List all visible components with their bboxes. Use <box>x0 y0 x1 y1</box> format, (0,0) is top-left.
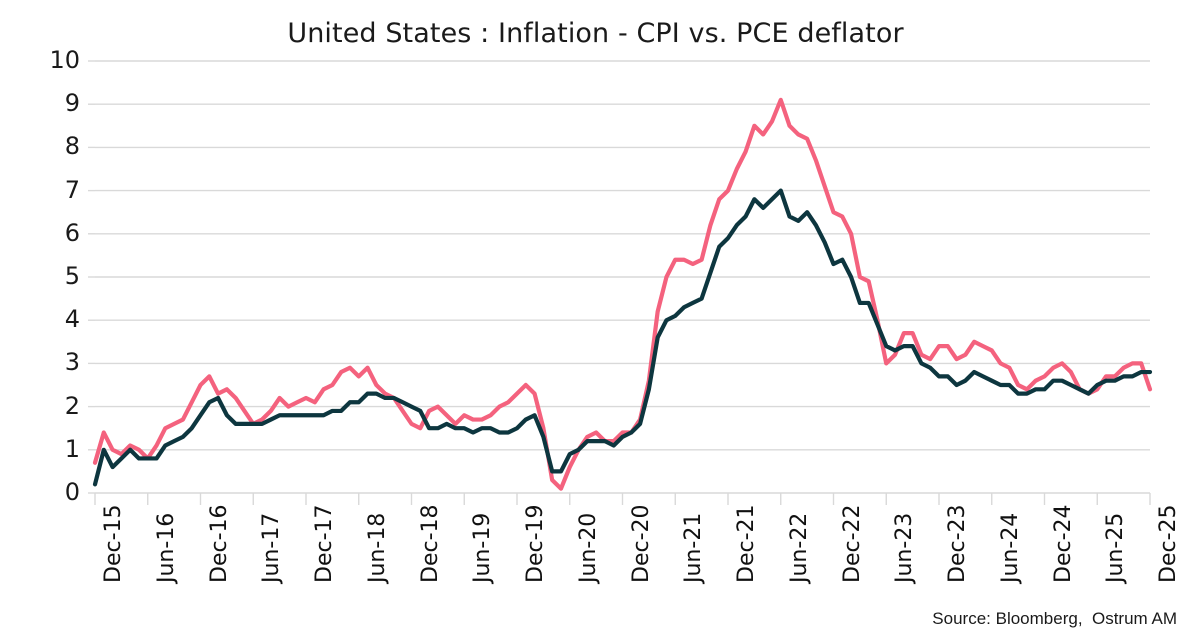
x-tick-label: Dec-19 <box>523 504 548 583</box>
y-tick-label: 3 <box>64 348 80 377</box>
x-tick-label: Jun-16 <box>153 512 179 583</box>
x-tick-label: Dec-21 <box>734 504 759 583</box>
y-tick-label: 8 <box>64 132 80 161</box>
x-tick-label: Jun-24 <box>997 512 1023 583</box>
y-tick-label: 4 <box>64 305 80 334</box>
x-tick-label: Jun-22 <box>786 512 812 583</box>
y-tick-label: 5 <box>64 262 80 290</box>
x-tick-label: Jun-25 <box>1103 512 1129 583</box>
x-tick-label: Jun-17 <box>259 512 285 583</box>
x-axis-ticks <box>94 493 1151 505</box>
source-note: Source: Bloomberg, Ostrum AM <box>932 609 1177 628</box>
y-tick-label: 0 <box>64 478 80 506</box>
x-tick-label: Dec-17 <box>312 504 337 583</box>
x-tick-label: Dec-23 <box>945 504 970 583</box>
x-tick-label: Jun-21 <box>681 512 707 583</box>
y-tick-label: 2 <box>64 391 80 420</box>
x-tick-label: Jun-18 <box>364 512 390 583</box>
chart-title: United States : Inflation - CPI vs. PCE … <box>287 18 904 49</box>
x-tick-label: Dec-20 <box>628 504 654 583</box>
gridlines <box>88 60 1150 494</box>
series-line-pce-deflator <box>92 188 1153 487</box>
x-tick-label: Dec-22 <box>839 504 865 583</box>
y-tick-label: 6 <box>64 218 80 247</box>
y-tick-label: 10 <box>49 46 80 74</box>
x-tick-label: Jun-20 <box>575 512 601 583</box>
y-tick-label: 7 <box>64 175 80 204</box>
x-tick-label: Dec-16 <box>206 504 232 583</box>
x-tick-label: Dec-18 <box>417 504 443 583</box>
series-line-cpi <box>92 97 1153 491</box>
y-tick-label: 1 <box>64 434 80 463</box>
x-tick-label: Jun-23 <box>892 512 918 583</box>
y-tick-label: 9 <box>64 89 80 118</box>
x-tick-label: Dec-24 <box>1050 504 1076 583</box>
x-tick-label: Dec-25 <box>1156 504 1181 583</box>
series-lines <box>92 97 1153 491</box>
x-tick-label: Jun-19 <box>470 512 496 583</box>
x-tick-label: Dec-15 <box>101 504 126 583</box>
